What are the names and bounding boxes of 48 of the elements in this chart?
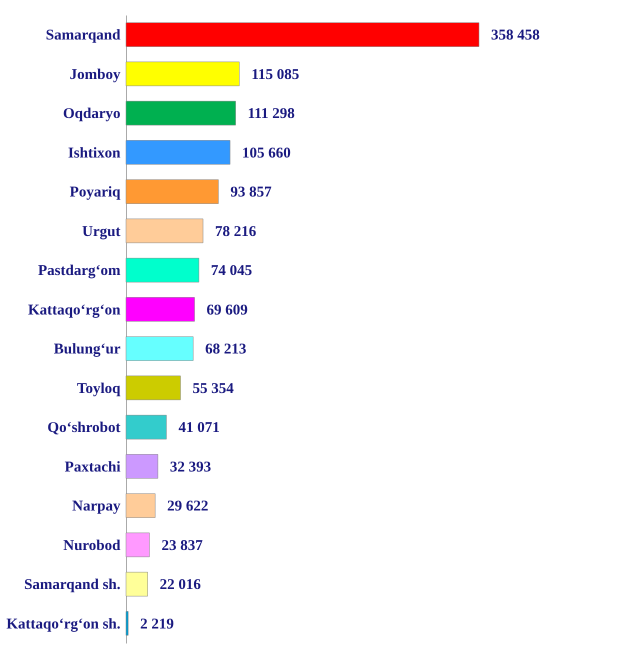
y-tick-label: Jomboy <box>70 66 121 83</box>
data-label: 111 298 <box>248 106 295 122</box>
bar <box>126 572 148 596</box>
bar <box>126 611 128 636</box>
y-tick-label: Toyloq <box>76 380 122 397</box>
bar <box>126 179 219 204</box>
y-tick-label: Samarqand <box>46 28 122 44</box>
y-tick-label: Kattaqo‘rg‘on sh. <box>6 616 121 632</box>
data-label: 115 085 <box>251 66 300 83</box>
bar <box>126 336 194 361</box>
y-tick-label: Ishtixon <box>68 145 122 162</box>
data-label: 55 354 <box>192 380 234 397</box>
data-label: 74 045 <box>210 263 252 280</box>
y-tick-label: Urgut <box>82 224 121 240</box>
data-label: 2 219 <box>140 616 174 632</box>
data-label: 78 216 <box>215 224 257 240</box>
y-tick-label: Poyariq <box>70 184 122 201</box>
bar <box>126 493 156 518</box>
data-label: 105 660 <box>242 145 291 162</box>
bar <box>126 532 150 558</box>
y-tick-label: Bulung‘ur <box>54 342 121 358</box>
y-tick-label: Narpay <box>72 498 121 515</box>
bar <box>126 297 195 322</box>
data-label: 22 016 <box>160 577 202 594</box>
data-label: 32 393 <box>170 459 212 476</box>
y-tick-label: Samarqand sh. <box>24 577 121 594</box>
y-tick-label: Paxtachi <box>64 459 120 476</box>
data-label: 358 458 <box>491 28 540 44</box>
data-label: 93 857 <box>230 184 272 201</box>
bar <box>126 454 158 479</box>
bar <box>126 62 240 86</box>
bar <box>126 22 480 47</box>
y-tick-label: Pastdarg‘om <box>38 263 121 280</box>
y-tick-label: Nurobod <box>63 538 122 554</box>
bar <box>126 258 200 282</box>
bar <box>126 414 167 440</box>
y-tick-label: Oqdaryo <box>62 106 120 122</box>
data-label: 29 622 <box>167 498 208 515</box>
bar <box>126 140 230 165</box>
data-label: 23 837 <box>161 538 204 554</box>
bar <box>126 100 236 126</box>
data-label: 68 213 <box>205 342 246 358</box>
data-label: 41 071 <box>178 420 220 436</box>
bar <box>126 376 181 400</box>
y-tick-label: Qo‘shrobot <box>47 420 120 436</box>
data-label: 69 609 <box>206 302 248 318</box>
y-tick-label: Kattaqo‘rg‘on <box>28 302 122 318</box>
bar <box>126 218 204 244</box>
